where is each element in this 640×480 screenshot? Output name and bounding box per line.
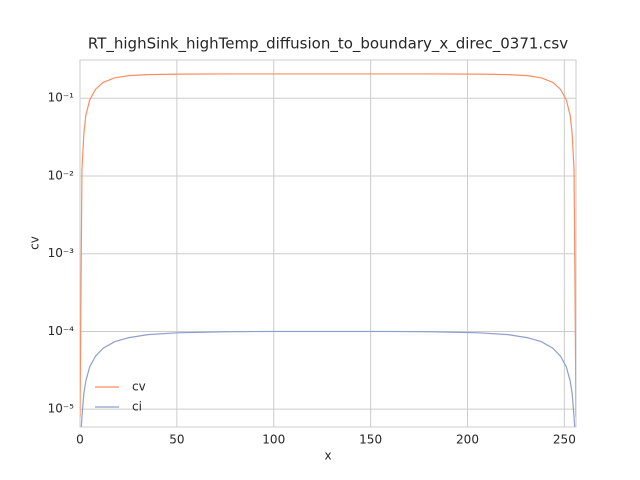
- x-tick-label: 250: [553, 433, 576, 447]
- x-tick-label: 0: [76, 433, 84, 447]
- x-tick-label: 100: [262, 433, 285, 447]
- x-axis-label: x: [324, 449, 331, 463]
- x-tick-label: 150: [359, 433, 382, 447]
- series-line: [80, 330, 576, 427]
- x-tick-label: 200: [456, 433, 479, 447]
- x-tick-label: 50: [169, 433, 184, 447]
- legend-label: cv: [132, 380, 146, 394]
- y-tick-label: 10⁻³: [48, 246, 75, 260]
- plot-area: [80, 73, 576, 427]
- y-tick-label: 10⁻²: [48, 168, 75, 182]
- legend-label: ci: [132, 400, 142, 414]
- y-tick-label: 10⁻⁴: [48, 324, 75, 338]
- plot-frame: [79, 59, 577, 428]
- chart-title: RT_highSink_highTemp_diffusion_to_bounda…: [88, 35, 568, 54]
- series-line: [80, 73, 576, 417]
- y-tick-label: 10⁻⁵: [48, 402, 75, 416]
- y-axis-label: cv: [28, 236, 42, 250]
- y-tick-label: 10⁻¹: [48, 91, 75, 105]
